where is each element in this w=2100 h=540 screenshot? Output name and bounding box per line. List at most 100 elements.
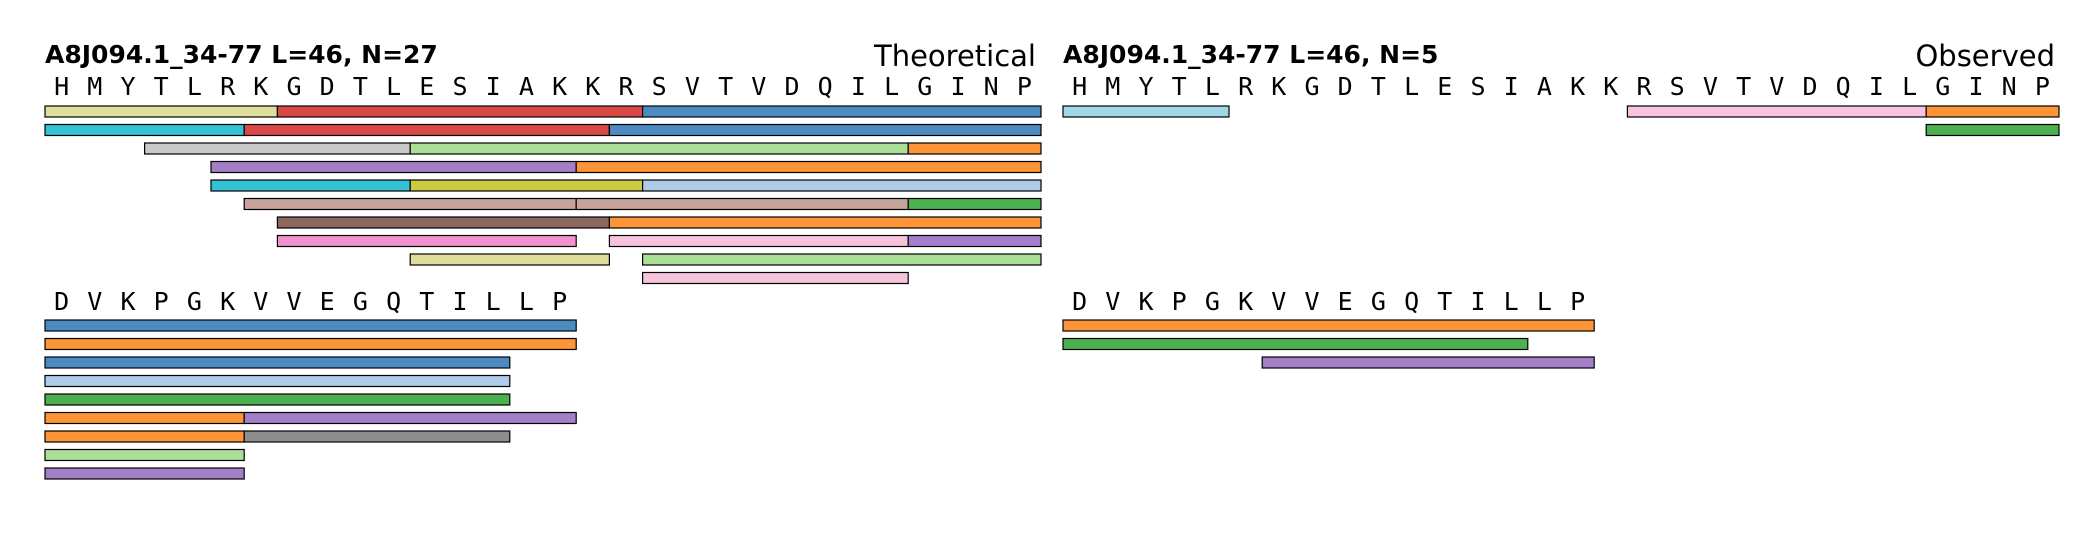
peptide-bar [44, 105, 278, 118]
peptide-bar [44, 356, 511, 369]
peptide-bar [608, 123, 1042, 137]
residue-letter: I [851, 72, 866, 101]
peptide-bar [575, 197, 909, 211]
observed-panel-label: Observed [1915, 39, 2055, 73]
peptide-bar [144, 142, 411, 155]
peptide-bar [243, 123, 611, 137]
peptide-bar [907, 234, 1042, 248]
residue-letter: G [353, 287, 368, 316]
residue-letter: V [87, 287, 102, 316]
residue-letter: V [286, 287, 301, 316]
peptide-bar [44, 448, 245, 462]
residue-letter: E [320, 287, 335, 316]
residue-letter: H [1072, 72, 1087, 101]
peptide-bar [210, 179, 411, 192]
peptide-bar [44, 319, 577, 332]
peptide-bar [1925, 105, 2060, 118]
residue-letter: I [486, 72, 501, 101]
residue-letter: L [1504, 287, 1519, 316]
residue-letter: L [486, 287, 501, 316]
residue-letter: G [1304, 72, 1319, 101]
peptide-bar [1062, 105, 1230, 118]
peptide-bar [641, 271, 909, 285]
residue-letter: I [1504, 72, 1519, 101]
peptide-bar [276, 234, 577, 248]
residue-letter: G [187, 287, 202, 316]
residue-letter: D [54, 287, 69, 316]
residue-letter: L [1404, 72, 1419, 101]
residue-letter: G [1935, 72, 1950, 101]
residue-letter: G [1371, 287, 1386, 316]
residue-letter: D [784, 72, 799, 101]
peptide-bar [44, 374, 511, 388]
residue-letter: L [1902, 72, 1917, 101]
residue-letter: V [1304, 287, 1319, 316]
residue-letter: T [1736, 72, 1751, 101]
peptide-bar [44, 411, 245, 425]
peptide-bar [1626, 105, 1927, 118]
peptide-bar [907, 197, 1042, 211]
peptide-bar [641, 105, 1042, 118]
residue-letter: P [1172, 287, 1187, 316]
residue-letter: N [984, 72, 999, 101]
residue-letter: K [1570, 72, 1585, 101]
residue-letter: V [1703, 72, 1718, 101]
residue-letter: L [187, 72, 202, 101]
residue-letter: T [353, 72, 368, 101]
observed-panel-header: A8J094.1_34-77 L=46, N=5 [1063, 40, 1438, 69]
residue-letter: Y [1138, 72, 1153, 101]
peptide-bar [608, 216, 1042, 229]
peptide-bar [575, 160, 1042, 174]
residue-letter: E [1338, 287, 1353, 316]
residue-letter: K [220, 287, 235, 316]
residue-letter: I [1968, 72, 1983, 101]
residue-letter: K [1271, 72, 1286, 101]
residue-letter: T [419, 287, 434, 316]
residue-letter: A [1537, 72, 1552, 101]
peptide-bar [409, 142, 909, 155]
residue-letter: K [120, 287, 135, 316]
residue-letter: G [917, 72, 932, 101]
residue-letter: V [1105, 287, 1120, 316]
peptide-bar [409, 179, 644, 192]
peptide-bar [276, 105, 644, 118]
residue-letter: E [419, 72, 434, 101]
residue-letter: K [1603, 72, 1618, 101]
peptide-bar [1062, 319, 1595, 332]
peptide-bar [641, 179, 1042, 192]
peptide-bar [44, 430, 245, 443]
residue-letter: K [552, 72, 567, 101]
peptide-bar [243, 430, 511, 443]
residue-letter: D [1338, 72, 1353, 101]
peptide-bar [44, 123, 245, 137]
residue-letter: M [87, 72, 102, 101]
peptide-bar [44, 393, 511, 406]
residue-letter: G [1205, 287, 1220, 316]
residue-letter: L [884, 72, 899, 101]
residue-letter: H [54, 72, 69, 101]
residue-letter: R [1238, 72, 1254, 101]
peptide-bar [276, 216, 610, 229]
residue-letter: R [220, 72, 236, 101]
residue-letter: D [320, 72, 335, 101]
residue-letter: T [1371, 72, 1386, 101]
residue-letter: S [1470, 72, 1485, 101]
residue-letter: R [1636, 72, 1652, 101]
residue-letter: P [1570, 287, 1585, 316]
residue-letter: I [1869, 72, 1884, 101]
residue-letter: Q [1404, 287, 1419, 316]
residue-letter: V [253, 287, 268, 316]
peptide-bar [1062, 337, 1529, 351]
residue-letter: L [1537, 287, 1552, 316]
residue-letter: V [1769, 72, 1784, 101]
residue-letter: K [253, 72, 268, 101]
peptide-bar [44, 337, 577, 351]
peptide-bar [243, 197, 577, 211]
residue-letter: V [1271, 287, 1286, 316]
peptide-bar [44, 467, 245, 480]
